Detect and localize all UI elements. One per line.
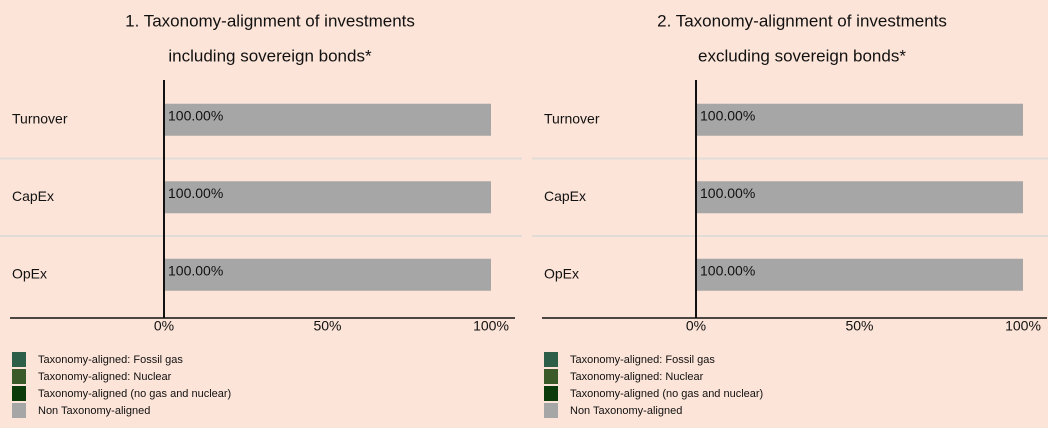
bar-segment xyxy=(164,181,491,214)
legend-label: Taxonomy-aligned (no gas and nuclear) xyxy=(38,388,231,400)
x-tick-label: 100% xyxy=(1005,318,1041,334)
legend-swatch xyxy=(12,403,26,418)
legend-swatch xyxy=(544,403,558,418)
legend-swatch xyxy=(544,386,558,401)
value-label: 100.00% xyxy=(168,185,223,201)
legend-swatch xyxy=(544,369,558,384)
value-label: 100.00% xyxy=(700,262,755,278)
bar-segment xyxy=(696,103,1023,136)
legend-label: Taxonomy-aligned (no gas and nuclear) xyxy=(570,388,763,400)
bar-segment xyxy=(164,258,491,291)
value-label: 100.00% xyxy=(700,107,755,123)
category-label: Turnover xyxy=(544,110,600,126)
category-label: CapEx xyxy=(544,188,586,204)
bar-segment xyxy=(164,103,491,136)
value-label: 100.00% xyxy=(168,107,223,123)
x-tick-label: 0% xyxy=(686,318,706,334)
legend-swatch xyxy=(12,386,26,401)
bar-segment xyxy=(696,258,1023,291)
category-label: CapEx xyxy=(12,188,54,204)
x-tick-label: 50% xyxy=(313,318,341,334)
x-tick-label: 100% xyxy=(473,318,509,334)
chart-title: excluding sovereign bonds* xyxy=(698,46,906,65)
legend-label: Taxonomy-aligned: Nuclear xyxy=(38,371,172,383)
legend-swatch xyxy=(12,369,26,384)
legend-label: Taxonomy-aligned: Nuclear xyxy=(570,371,704,383)
legend-label: Non Taxonomy-aligned xyxy=(570,405,682,417)
category-label: OpEx xyxy=(544,265,579,281)
legend-label: Taxonomy-aligned: Fossil gas xyxy=(38,354,183,366)
value-label: 100.00% xyxy=(700,185,755,201)
category-label: Turnover xyxy=(12,110,68,126)
x-tick-label: 0% xyxy=(154,318,174,334)
legend-label: Taxonomy-aligned: Fossil gas xyxy=(570,354,715,366)
bar-segment xyxy=(696,181,1023,214)
chart-title: 1. Taxonomy-alignment of investments xyxy=(125,11,415,30)
value-label: 100.00% xyxy=(168,262,223,278)
x-tick-label: 50% xyxy=(845,318,873,334)
legend-swatch xyxy=(544,352,558,367)
category-label: OpEx xyxy=(12,265,47,281)
chart-title: including sovereign bonds* xyxy=(168,46,372,65)
chart-title: 2. Taxonomy-alignment of investments xyxy=(657,11,947,30)
legend-swatch xyxy=(12,352,26,367)
legend-label: Non Taxonomy-aligned xyxy=(38,405,150,417)
